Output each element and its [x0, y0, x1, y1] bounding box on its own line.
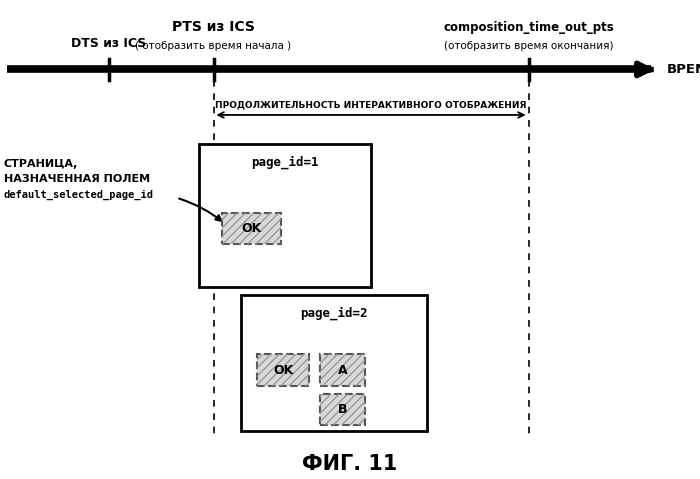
- Text: СТРАНИЦА,: СТРАНИЦА,: [4, 159, 78, 169]
- Text: composition_time_out_pts: composition_time_out_pts: [443, 21, 614, 34]
- Text: НАЗНАЧЕННАЯ ПОЛЕМ: НАЗНАЧЕННАЯ ПОЛЕМ: [4, 173, 150, 183]
- Text: page_id=1: page_id=1: [251, 156, 319, 169]
- Bar: [199, 144, 371, 287]
- Text: page_id=2: page_id=2: [300, 307, 368, 320]
- Bar: [320, 394, 365, 425]
- Bar: [320, 394, 365, 425]
- Text: ФИГ. 11: ФИГ. 11: [302, 454, 398, 474]
- Text: B: B: [338, 403, 347, 416]
- Bar: [320, 354, 365, 386]
- Text: ( отобразить время начала ): ( отобразить время начала ): [135, 41, 292, 51]
- Text: default_selected_page_id: default_selected_page_id: [4, 190, 153, 200]
- Text: ВРЕМЯ: ВРЕМЯ: [667, 63, 700, 76]
- Bar: [320, 354, 365, 386]
- Text: ПРОДОЛЖИТЕЛЬНОСТЬ ИНТЕРАКТИВНОГО ОТОБРАЖЕНИЯ: ПРОДОЛЖИТЕЛЬНОСТЬ ИНТЕРАКТИВНОГО ОТОБРАЖ…: [216, 100, 526, 109]
- Bar: [257, 354, 309, 386]
- Text: A: A: [338, 364, 347, 376]
- Text: PTS из ICS: PTS из ICS: [172, 20, 255, 34]
- Bar: [222, 213, 281, 244]
- Bar: [241, 295, 427, 431]
- Bar: [222, 213, 281, 244]
- Text: (отобразить время окончания): (отобразить время окончания): [444, 41, 613, 51]
- Text: OK: OK: [241, 222, 262, 235]
- Text: OK: OK: [273, 364, 293, 376]
- Text: DTS из ICS: DTS из ICS: [71, 37, 146, 50]
- Bar: [257, 354, 309, 386]
